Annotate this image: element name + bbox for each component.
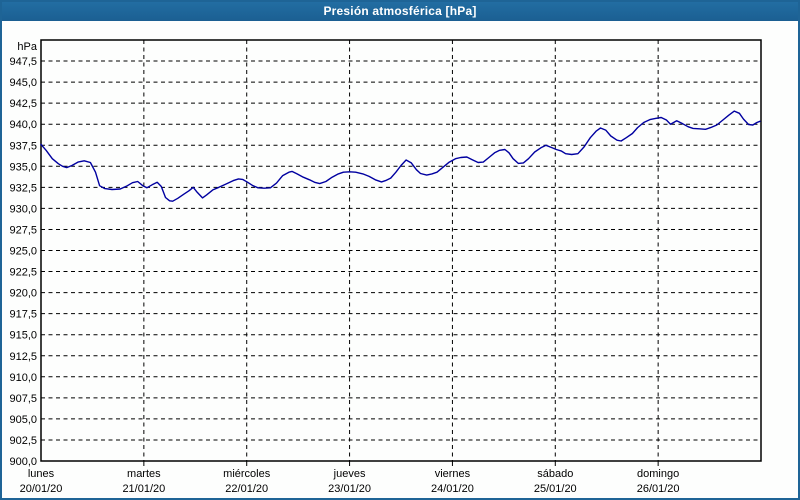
- y-tick-label: 937,5: [9, 140, 37, 152]
- chart-plot-area: [40, 39, 762, 462]
- y-tick-label: 900,0: [9, 456, 37, 468]
- x-date-label: 20/01/20: [20, 483, 63, 495]
- x-day-label: viernes: [435, 468, 471, 480]
- y-tick-label: 917,5: [9, 309, 37, 321]
- y-axis-unit-label: hPa: [17, 41, 37, 53]
- y-tick-label: 947,5: [9, 56, 37, 68]
- pressure-series-line: [40, 110, 761, 202]
- y-tick-label: 932,5: [9, 182, 37, 194]
- y-tick-label: 945,0: [9, 77, 37, 89]
- x-day-label: jueves: [333, 468, 366, 480]
- y-tick-label: 927,5: [9, 224, 37, 236]
- y-tick-label: 902,5: [9, 435, 37, 447]
- y-tick-label: 940,0: [9, 119, 37, 131]
- x-date-label: 21/01/20: [122, 483, 165, 495]
- y-tick-label: 925,0: [9, 246, 37, 258]
- y-tick-label: 912,5: [9, 351, 37, 363]
- x-date-label: 23/01/20: [328, 483, 371, 495]
- x-date-label: 26/01/20: [637, 483, 680, 495]
- y-tick-label: 907,5: [9, 393, 37, 405]
- y-tick-label: 922,5: [9, 267, 37, 279]
- chart-container: hPa 947,5 945,0 942,5 940,0 937,5 935,0 932,5 93…: [0, 21, 800, 500]
- page-title: Presión atmosférica [hPa]: [323, 3, 477, 18]
- x-date-label: 22/01/20: [225, 483, 268, 495]
- x-day-label: sábado: [537, 468, 573, 480]
- x-day-label: lunes: [28, 468, 55, 480]
- y-tick-label: 942,5: [9, 98, 37, 110]
- y-tick-label: 930,0: [9, 203, 37, 215]
- y-tick-label: 905,0: [9, 414, 37, 426]
- pressure-chart: hPa 947,5 945,0 942,5 940,0 937,5 935,0 932,5 93…: [9, 39, 762, 495]
- y-tick-label: 920,0: [9, 288, 37, 300]
- x-day-label: domingo: [637, 468, 679, 480]
- title-bar: Presión atmosférica [hPa]: [0, 0, 800, 21]
- x-date-label: 24/01/20: [431, 483, 474, 495]
- x-date-label: 25/01/20: [534, 483, 577, 495]
- x-day-label: miércoles: [223, 468, 271, 480]
- y-tick-label: 935,0: [9, 161, 37, 173]
- x-day-label: martes: [127, 468, 161, 480]
- y-tick-label: 910,0: [9, 372, 37, 384]
- y-tick-label: 915,0: [9, 330, 37, 342]
